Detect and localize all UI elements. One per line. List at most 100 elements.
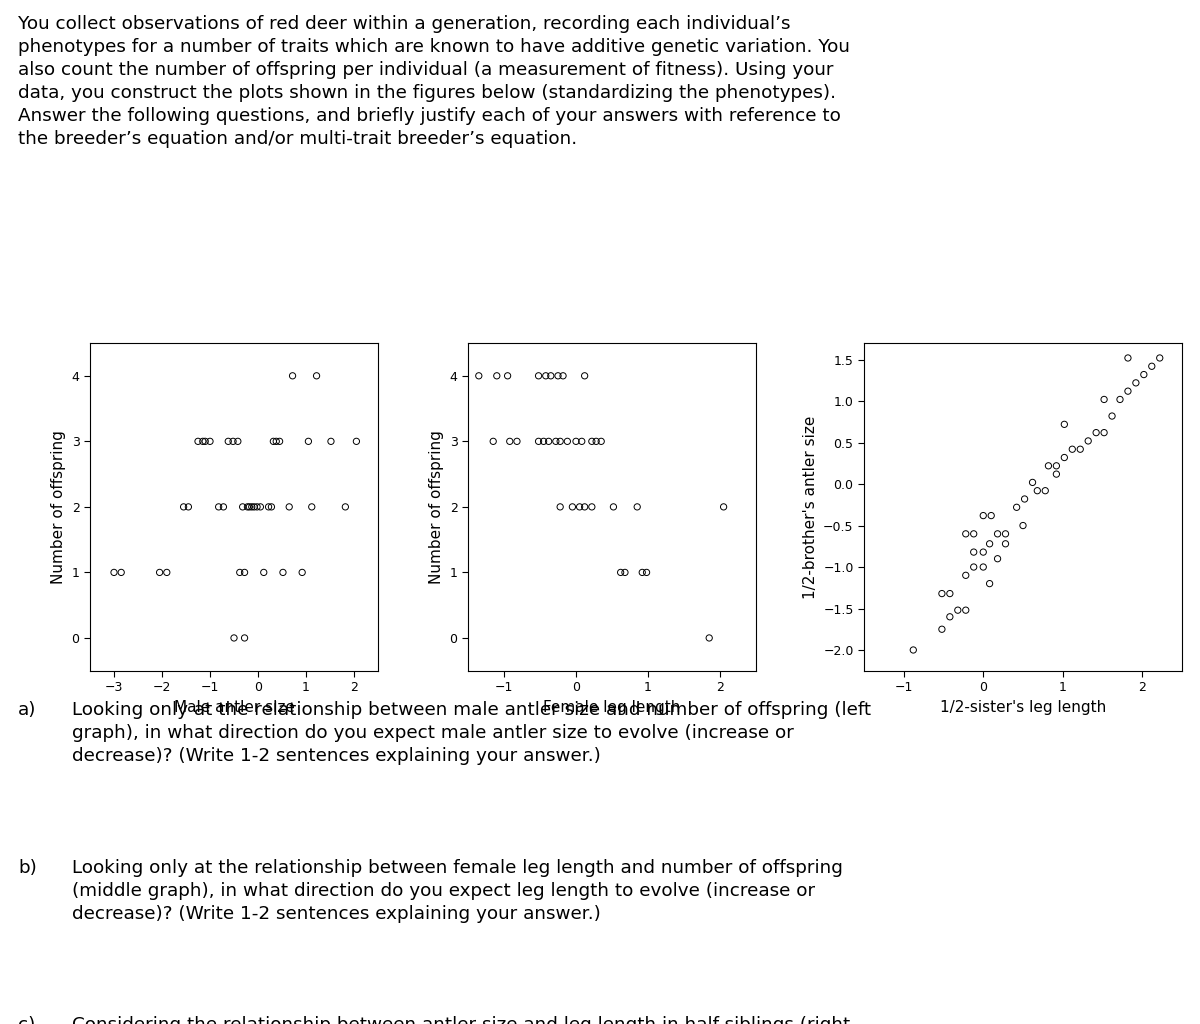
Point: [259, 499, 278, 515]
Point: [274, 564, 293, 581]
Point: [973, 508, 992, 524]
Point: [1110, 391, 1129, 408]
Point: [932, 586, 952, 602]
Point: [307, 368, 326, 384]
Point: [1094, 424, 1114, 440]
Text: a): a): [18, 701, 36, 720]
Point: [529, 433, 548, 450]
Point: [566, 433, 586, 450]
Text: You collect observations of red deer within a generation, recording each individ: You collect observations of red deer wit…: [18, 15, 850, 147]
Point: [628, 499, 647, 515]
Point: [982, 508, 1001, 524]
Point: [283, 368, 302, 384]
Point: [1007, 499, 1026, 515]
Point: [611, 564, 630, 581]
Point: [536, 368, 556, 384]
Point: [322, 433, 341, 450]
Point: [112, 564, 131, 581]
Point: [964, 525, 983, 542]
Point: [973, 544, 992, 560]
Point: [500, 433, 520, 450]
Point: [1094, 391, 1114, 408]
Point: [604, 499, 623, 515]
Point: [996, 525, 1015, 542]
Point: [956, 567, 976, 584]
Point: [188, 433, 208, 450]
Point: [200, 433, 220, 450]
Point: [336, 499, 355, 515]
Point: [240, 499, 259, 515]
Point: [293, 564, 312, 581]
X-axis label: Female leg length: Female leg length: [544, 699, 680, 715]
Point: [104, 564, 124, 581]
Point: [529, 368, 548, 384]
Point: [157, 564, 176, 581]
Point: [948, 602, 967, 618]
Point: [302, 499, 322, 515]
Point: [179, 499, 198, 515]
Point: [980, 575, 1000, 592]
Point: [575, 368, 594, 384]
Point: [1015, 490, 1034, 507]
Point: [548, 368, 568, 384]
Point: [1013, 517, 1032, 534]
Point: [1150, 350, 1169, 367]
Point: [714, 499, 733, 515]
Point: [299, 433, 318, 450]
Point: [264, 433, 283, 450]
Point: [980, 536, 1000, 552]
Point: [570, 499, 589, 515]
Point: [262, 499, 281, 515]
Point: [1103, 408, 1122, 424]
Point: [270, 433, 289, 450]
Point: [1055, 416, 1074, 432]
Point: [254, 564, 274, 581]
Point: [224, 630, 244, 646]
Point: [563, 499, 582, 515]
Point: [214, 499, 233, 515]
Point: [150, 564, 169, 581]
Point: [1118, 350, 1138, 367]
Point: [941, 608, 960, 625]
Point: [1036, 482, 1055, 499]
Point: [632, 564, 652, 581]
Point: [546, 433, 565, 450]
Point: [266, 433, 286, 450]
X-axis label: 1/2-sister's leg length: 1/2-sister's leg length: [940, 699, 1106, 715]
Point: [1134, 367, 1153, 383]
Point: [539, 433, 558, 450]
Point: [616, 564, 635, 581]
Point: [245, 499, 264, 515]
Point: [592, 433, 611, 450]
Text: c): c): [18, 1016, 35, 1024]
Text: Looking only at the relationship between female leg length and number of offspri: Looking only at the relationship between…: [72, 859, 842, 923]
Point: [988, 525, 1007, 542]
Point: [484, 433, 503, 450]
Point: [541, 368, 560, 384]
Point: [223, 433, 242, 450]
Point: [956, 602, 976, 618]
Point: [700, 630, 719, 646]
Point: [1118, 383, 1138, 399]
Point: [587, 433, 606, 450]
Point: [235, 630, 254, 646]
Point: [572, 433, 592, 450]
Point: [218, 433, 238, 450]
Y-axis label: Number of offspring: Number of offspring: [430, 430, 444, 584]
Y-axis label: 1/2-brother's antler size: 1/2-brother's antler size: [803, 415, 817, 599]
Y-axis label: Number of offspring: Number of offspring: [52, 430, 66, 584]
Point: [235, 564, 254, 581]
Point: [534, 433, 553, 450]
Point: [508, 433, 527, 450]
Point: [956, 525, 976, 542]
Point: [558, 433, 577, 450]
Point: [904, 642, 923, 658]
Point: [242, 499, 262, 515]
Point: [238, 499, 257, 515]
Point: [582, 499, 601, 515]
Point: [1079, 433, 1098, 450]
Point: [174, 499, 193, 515]
X-axis label: Male antler size: Male antler size: [174, 699, 294, 715]
Point: [230, 564, 250, 581]
Point: [247, 499, 266, 515]
